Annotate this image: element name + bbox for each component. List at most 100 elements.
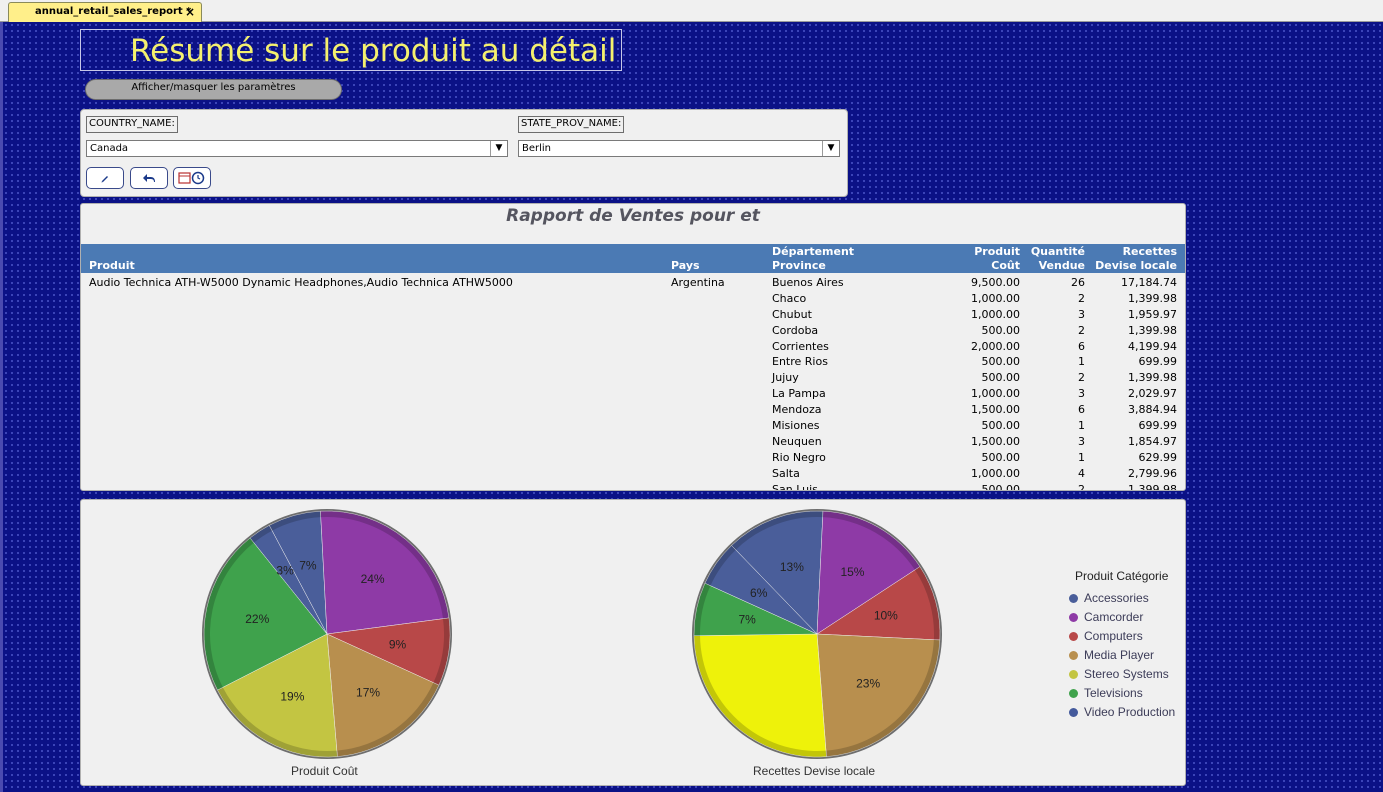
parameters-panel: COUNTRY_NAME: Canada ▼ STATE_PROV_NAME: … xyxy=(80,109,848,197)
province-cell: Salta xyxy=(772,466,800,480)
legend-swatch xyxy=(1069,708,1078,717)
pie-slice-label: 13% xyxy=(780,560,804,574)
pencil-icon xyxy=(101,176,108,183)
legend-label: Video Production xyxy=(1084,705,1176,719)
pie-slice-label: 19% xyxy=(280,689,304,703)
page-title: Résumé sur le produit au détail xyxy=(130,33,617,69)
column-header-produit: Produit xyxy=(89,259,135,272)
chart-1-title: Produit Coût xyxy=(291,764,358,778)
province-cell: Misiones xyxy=(772,419,820,433)
pie-slice-stereo-systems[interactable] xyxy=(217,633,338,758)
table-row: Entre Rios 500.00 1 699.99 xyxy=(81,355,1185,371)
pie-slice-edge xyxy=(250,525,273,543)
table-row: Jujuy 500.00 2 1,399.98 xyxy=(81,371,1185,387)
table-row: Buenos Aires 9,500.00 26 17,184.74 xyxy=(81,276,1185,292)
pie-slice-computers[interactable] xyxy=(816,566,941,641)
document-tab-label: annual_retail_sales_report * xyxy=(35,6,192,17)
revenue-cell: 3,884.94 xyxy=(1128,403,1177,417)
province-cell: San Luis xyxy=(772,482,818,491)
quantity-cell: 1 xyxy=(1078,355,1085,369)
chart-2-title: Recettes Devise locale xyxy=(753,764,876,778)
run-button[interactable] xyxy=(86,167,124,189)
close-tab-icon[interactable]: × xyxy=(184,5,195,19)
cost-cell: 500.00 xyxy=(981,419,1021,433)
legend-item: Video Production xyxy=(1069,703,1175,722)
charts-panel: 7% 24% 9% 17% 19% 22% 3% 13% 15% 10% 23% 7% 6% Produ… xyxy=(80,499,1186,786)
legend-label: Televisions xyxy=(1084,686,1143,700)
reset-button[interactable] xyxy=(130,167,168,189)
pie-slice-edge xyxy=(269,511,321,531)
pie-slice-stereo-systems[interactable] xyxy=(693,633,827,758)
pie-slice-media-player[interactable] xyxy=(326,633,440,757)
legend-swatch xyxy=(1069,613,1078,622)
pie-slice-edge xyxy=(433,617,450,686)
revenue-cell: 1,399.98 xyxy=(1128,323,1177,337)
revenue-cell: 4,199.94 xyxy=(1128,339,1177,353)
state-select-value: Berlin xyxy=(522,143,552,154)
pie-slice-edge xyxy=(914,566,940,641)
table-row: La Pampa 1,000.00 3 2,029.97 xyxy=(81,387,1185,403)
quantity-cell: 2 xyxy=(1078,291,1085,305)
revenue-cell: 1,399.98 xyxy=(1128,482,1177,491)
revenue-cell: 1,399.98 xyxy=(1128,371,1177,385)
legend-item: Televisions xyxy=(1069,684,1175,703)
pie-slice-camcorder[interactable] xyxy=(816,510,921,635)
table-row: Chubut 1,000.00 3 1,959.97 xyxy=(81,308,1185,324)
cost-cell: 500.00 xyxy=(981,371,1021,385)
pie-slice-label: 24% xyxy=(361,572,385,586)
quantity-cell: 4 xyxy=(1078,466,1085,480)
pie-slice-camcorder[interactable] xyxy=(320,510,450,635)
pie-slice-video-production[interactable] xyxy=(731,510,824,635)
province-cell: Chaco xyxy=(772,291,807,305)
revenue-cell: 699.99 xyxy=(1138,419,1178,433)
table-body: Audio Technica ATH-W5000 Dynamic Headpho… xyxy=(81,276,1185,491)
table-row: Neuquen 1,500.00 3 1,854.97 xyxy=(81,435,1185,451)
toggle-parameters-button[interactable]: Afficher/masquer les paramètres xyxy=(85,79,342,100)
cost-cell: 9,500.00 xyxy=(971,276,1020,289)
document-tab-strip: annual_retail_sales_report * × xyxy=(0,0,1383,22)
legend-item: Stereo Systems xyxy=(1069,665,1175,684)
quantity-cell: 2 xyxy=(1078,323,1085,337)
pie-slice-edge xyxy=(694,583,711,636)
table-row: Misiones 500.00 1 699.99 xyxy=(81,419,1185,435)
chevron-down-icon[interactable]: ▼ xyxy=(490,141,507,156)
product-name-cell: Audio Technica ATH-W5000 Dynamic Headpho… xyxy=(89,276,513,289)
revenue-cell: 1,854.97 xyxy=(1128,434,1177,448)
pie-slice-televisions[interactable] xyxy=(203,537,328,691)
legend-swatch xyxy=(1069,670,1078,679)
document-tab[interactable]: annual_retail_sales_report * × xyxy=(8,2,202,22)
cost-cell: 1,000.00 xyxy=(971,307,1020,321)
pie-slice-label: 15% xyxy=(840,565,864,579)
province-cell: Neuquen xyxy=(772,434,822,448)
quantity-cell: 2 xyxy=(1078,371,1085,385)
pie-slice-accessories[interactable] xyxy=(704,545,818,635)
legend-swatch xyxy=(1069,632,1078,641)
cost-cell: 1,000.00 xyxy=(971,387,1020,401)
pie-slice-label: 6% xyxy=(750,586,768,600)
quantity-cell: 3 xyxy=(1078,307,1085,321)
legend-title: Produit Catégorie xyxy=(1075,569,1169,583)
pie-slice-label: 23% xyxy=(856,677,880,691)
pie-charts-svg: 7% 24% 9% 17% 19% 22% 3% 13% 15% 10% 23% 7% 6% xyxy=(202,509,942,759)
page-title-box: Résumé sur le produit au détail xyxy=(80,29,622,71)
column-header-cout-line2: Coût xyxy=(991,259,1020,272)
table-row: Salta 1,000.00 4 2,799.96 xyxy=(81,467,1185,483)
country-select[interactable]: Canada ▼ xyxy=(86,140,508,157)
schedule-clock-icon xyxy=(178,171,205,185)
pie-slice-label: 22% xyxy=(245,612,269,626)
pie-slice-media-player[interactable] xyxy=(816,633,941,757)
state-select[interactable]: Berlin ▼ xyxy=(518,140,840,157)
cost-cell: 500.00 xyxy=(981,482,1021,491)
report-title: Rapport de Ventes pour et xyxy=(506,206,760,226)
schedule-button[interactable] xyxy=(173,167,211,189)
legend-label: Accessories xyxy=(1084,591,1149,605)
quantity-cell: 1 xyxy=(1078,419,1085,433)
quantity-cell: 2 xyxy=(1078,482,1085,491)
chevron-down-icon[interactable]: ▼ xyxy=(822,141,839,156)
column-header-cout-line1: Produit xyxy=(974,245,1020,258)
pie-slice-accessories[interactable] xyxy=(249,525,328,635)
province-cell: Buenos Aires xyxy=(772,276,844,289)
cost-cell: 1,500.00 xyxy=(971,434,1020,448)
province-cell: La Pampa xyxy=(772,387,826,401)
revenue-cell: 2,799.96 xyxy=(1128,466,1177,480)
